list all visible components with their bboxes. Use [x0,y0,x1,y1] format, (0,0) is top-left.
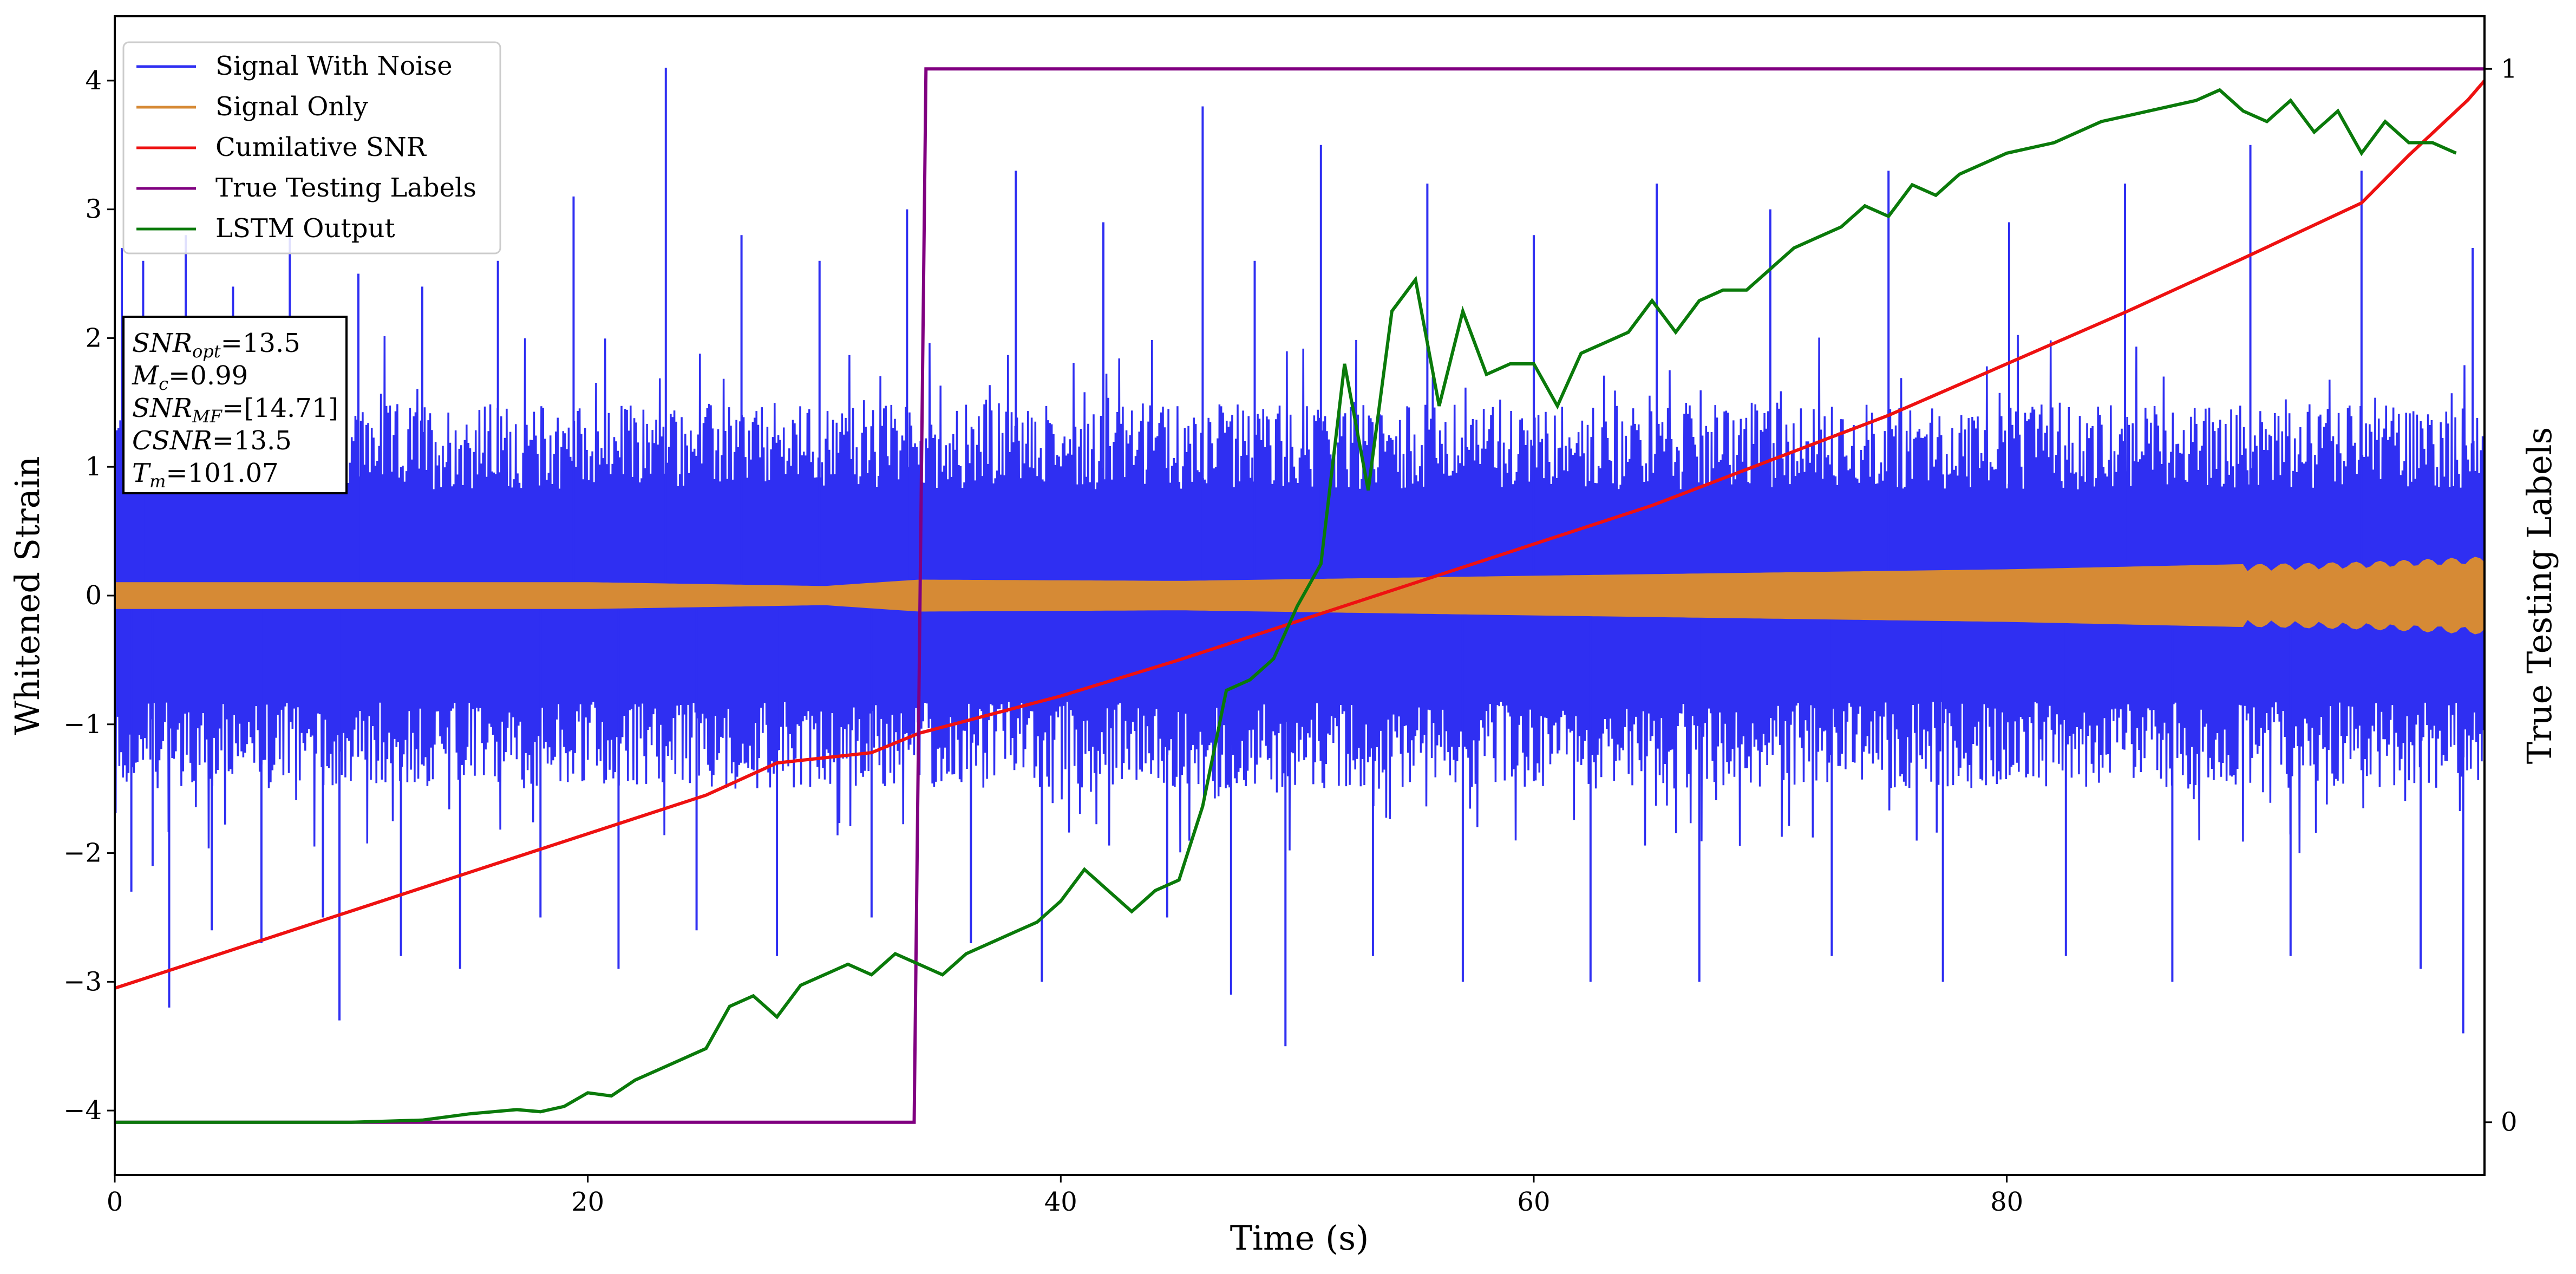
annotation-line: SNRopt=13.5 [132,328,300,362]
legend: Signal With Noise Signal Only Cumilative… [122,41,501,254]
x-tick-label: 60 [1517,1187,1550,1217]
legend-label-lstm: LSTM Output [215,213,395,244]
x-tick-label: 40 [1044,1187,1077,1217]
annotation-line: Tm=101.07 [132,458,279,492]
x-tick-label: 20 [571,1187,604,1217]
legend-label-csnr: Cumilative SNR [215,132,427,162]
y2-tick-label: 0 [2501,1107,2518,1138]
y-axis-label: Whitened Strain [8,456,47,735]
annotation-line: Mc=0.99 [132,361,248,394]
legend-box [122,41,501,254]
y-tick-label: 1 [85,452,102,482]
y-tick-label: 2 [85,323,102,353]
right-y-axis-label: True Testing Labels [2520,427,2559,765]
legend-label-noise: Signal With Noise [215,51,453,81]
x-tick-label: 80 [1990,1187,2023,1217]
series-true-testing-labels-line [115,67,2485,1124]
y2-tick-label: 1 [2501,54,2518,84]
y-tick-label: 3 [85,194,102,225]
x-tick-label: 0 [107,1187,123,1217]
series-signal-with-noise-line [115,335,2485,853]
y-tick-label: 0 [85,580,102,611]
annotation-frame [122,316,348,494]
y-tick-label: −2 [63,838,102,868]
annotation-line: SNRMF=[14.71] [132,393,338,427]
plot-series-layer [115,67,2485,1124]
y-tick-label: 4 [85,66,102,96]
series-signal-only-band [115,557,2485,635]
legend-label-labels: True Testing Labels [215,173,476,203]
y-tick-label: −3 [63,966,102,997]
series-lstm-output-line [115,88,2457,1124]
y-tick-label: −1 [63,709,102,740]
x-axis-label: Time (s) [1230,1218,1369,1258]
parameter-annotation-box: SNRopt=13.5Mc=0.99SNRMF=[14.71]CSNR=13.5… [122,316,348,494]
series-cumulative-snr-line [115,79,2485,990]
annotation-line: CSNR=13.5 [132,426,292,456]
y-tick-label: −4 [63,1095,102,1126]
legend-label-signal: Signal Only [215,92,368,122]
